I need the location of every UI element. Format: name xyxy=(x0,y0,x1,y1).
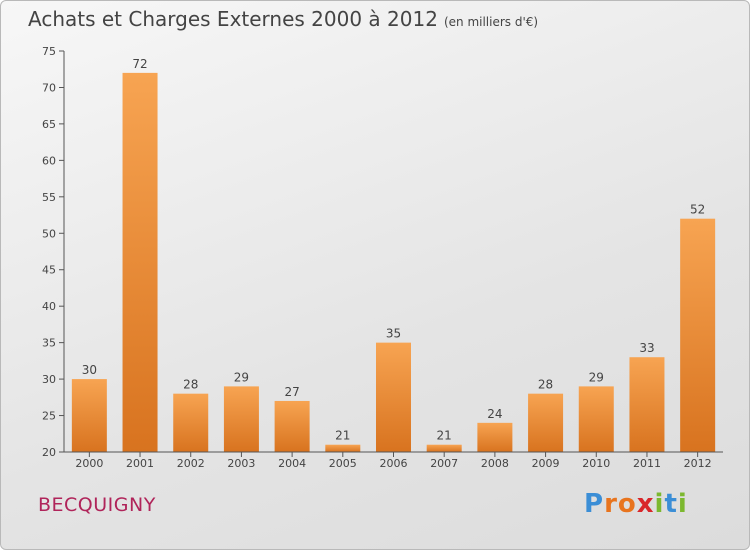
chart-title: Achats et Charges Externes 2000 à 2012 (e… xyxy=(28,7,538,31)
logo-letter: i xyxy=(677,489,688,519)
logo-letter: r xyxy=(604,489,618,519)
logo-letter: o xyxy=(617,489,637,519)
data-label-2010: 29 xyxy=(589,370,604,384)
data-label-2007: 21 xyxy=(437,429,452,443)
bar-2003 xyxy=(223,386,259,452)
bar-2008 xyxy=(477,422,513,452)
x-tick-label-2005: 2005 xyxy=(329,457,357,470)
bar-2010 xyxy=(578,386,614,452)
y-tick-label: 75 xyxy=(42,45,56,58)
y-tick-label: 20 xyxy=(42,446,56,459)
data-label-2002: 28 xyxy=(183,378,198,392)
y-tick-label: 70 xyxy=(42,81,56,94)
y-tick-label: 35 xyxy=(42,337,56,350)
y-tick-label: 30 xyxy=(42,373,56,386)
chart-title-text: Achats et Charges Externes 2000 à 2012 xyxy=(28,7,438,31)
y-tick-label: 45 xyxy=(42,264,56,277)
x-tick-label-2011: 2011 xyxy=(633,457,661,470)
bar-2002 xyxy=(173,393,209,452)
bar-2000 xyxy=(71,379,107,452)
x-tick-label-2003: 2003 xyxy=(227,457,255,470)
x-tick-label-2012: 2012 xyxy=(684,457,712,470)
axes-group: 20 25 30 35 40 45 50 55 60 65 70 75 2000 2001 2002 2003… xyxy=(42,45,723,470)
data-label-2012: 52 xyxy=(690,203,705,217)
x-tick-label-2000: 2000 xyxy=(75,457,103,470)
y-tick-label: 55 xyxy=(42,191,56,204)
data-label-2011: 33 xyxy=(639,341,654,355)
x-tick-label-2006: 2006 xyxy=(380,457,408,470)
data-label-2004: 27 xyxy=(284,385,299,399)
bar-2009 xyxy=(528,393,564,452)
bars-group: 30 72 28 29 27 21 35 21 24 28 29 33 52 xyxy=(71,57,716,452)
y-tick-label: 60 xyxy=(42,154,56,167)
x-tick-label-2001: 2001 xyxy=(126,457,154,470)
x-tick-label-2004: 2004 xyxy=(278,457,306,470)
y-tick-label: 25 xyxy=(42,410,56,423)
y-tick-label: 65 xyxy=(42,118,56,131)
data-label-2003: 29 xyxy=(234,370,249,384)
x-tick-label-2009: 2009 xyxy=(532,457,560,470)
bar-2001 xyxy=(122,72,158,452)
logo-letter: i xyxy=(654,489,665,519)
x-tick-label-2002: 2002 xyxy=(177,457,205,470)
data-label-2001: 72 xyxy=(132,57,147,71)
bar-2007 xyxy=(426,444,462,452)
chart-subtitle: (en milliers d'€) xyxy=(443,15,539,29)
y-tick-label: 40 xyxy=(42,300,56,313)
bar-2005 xyxy=(325,444,361,452)
x-tick-label-2008: 2008 xyxy=(481,457,509,470)
data-label-2005: 21 xyxy=(335,429,350,443)
bar-2012 xyxy=(680,218,716,452)
logo-letter: t xyxy=(664,489,678,519)
commune-name: BECQUIGNY xyxy=(38,494,156,516)
data-label-2008: 24 xyxy=(487,407,502,421)
bar-2006 xyxy=(376,342,411,452)
y-tick-label: 50 xyxy=(42,227,56,240)
logo-letter: P xyxy=(584,489,605,519)
bar-2004 xyxy=(274,400,310,452)
x-tick-label-2007: 2007 xyxy=(430,457,458,470)
x-tick-label-2010: 2010 xyxy=(582,457,610,470)
data-label-2000: 30 xyxy=(82,363,97,377)
proxiti-logo: Proxiti xyxy=(584,489,688,519)
logo-letter: x xyxy=(636,489,655,519)
data-label-2006: 35 xyxy=(386,327,401,341)
data-label-2009: 28 xyxy=(538,378,553,392)
bar-2011 xyxy=(629,357,665,452)
